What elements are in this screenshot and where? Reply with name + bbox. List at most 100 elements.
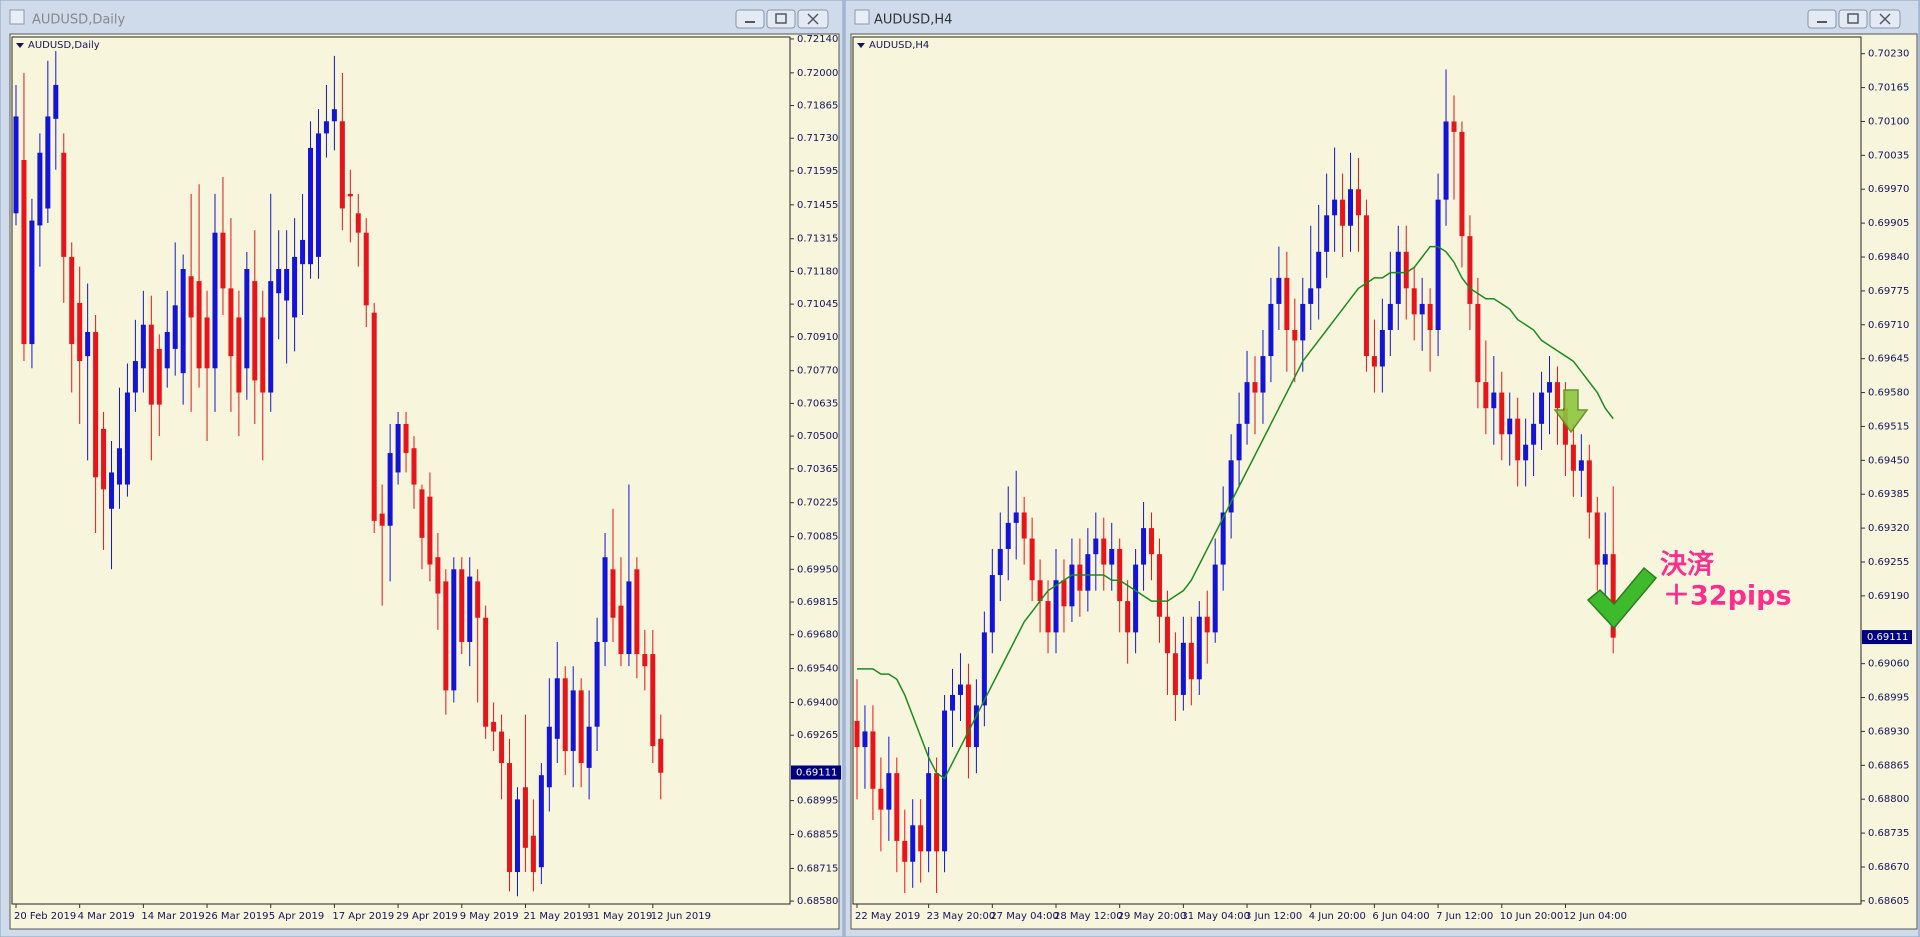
candle-body bbox=[538, 775, 544, 868]
candle-body bbox=[21, 160, 27, 345]
candle-body bbox=[284, 269, 290, 301]
candle-body bbox=[1547, 382, 1553, 393]
maximize-button[interactable] bbox=[1838, 9, 1868, 29]
candle-body bbox=[894, 773, 900, 841]
x-tick-label: 26 Mar 2019 bbox=[205, 911, 268, 922]
candle-body bbox=[236, 317, 242, 393]
y-tick-label: 0.69710 bbox=[1868, 320, 1909, 331]
candle-body bbox=[1069, 564, 1075, 607]
y-tick-label: 0.68855 bbox=[797, 829, 838, 840]
y-tick-label: 0.69775 bbox=[1868, 286, 1909, 297]
last-price-box bbox=[1862, 630, 1912, 645]
candle-body bbox=[522, 787, 528, 848]
candle-body bbox=[1578, 460, 1584, 471]
y-tick-label: 0.69950 bbox=[797, 564, 838, 575]
candle-body bbox=[1149, 528, 1155, 555]
y-tick-label: 0.68580 bbox=[797, 896, 838, 907]
candle-body bbox=[626, 581, 632, 655]
candle-body bbox=[586, 726, 592, 768]
candle-body bbox=[228, 288, 234, 357]
candle-body bbox=[878, 788, 884, 810]
y-tick-label: 0.68995 bbox=[797, 796, 838, 807]
y-tick-label: 0.68995 bbox=[1868, 693, 1909, 704]
minimize-button[interactable] bbox=[1807, 9, 1837, 29]
y-tick-label: 0.68930 bbox=[1868, 726, 1909, 737]
candle-body bbox=[419, 489, 425, 538]
candle-body bbox=[1141, 528, 1147, 565]
candle-body bbox=[650, 654, 656, 747]
candle-body bbox=[1013, 512, 1019, 523]
candle-body bbox=[1021, 512, 1027, 539]
candle-body bbox=[862, 731, 868, 748]
candle-body bbox=[308, 147, 314, 265]
candle-body bbox=[1117, 548, 1123, 602]
y-tick-label: 0.69680 bbox=[797, 630, 838, 641]
candle-body bbox=[1562, 408, 1568, 445]
candle-body bbox=[331, 109, 337, 122]
candle-body bbox=[1554, 382, 1560, 409]
candle-body bbox=[499, 731, 505, 764]
candle-body bbox=[546, 726, 552, 788]
candle-body bbox=[578, 690, 584, 764]
candle-body bbox=[1188, 642, 1194, 680]
y-tick-label: 0.68670 bbox=[1868, 862, 1909, 873]
last-price-box bbox=[791, 765, 841, 780]
candle-body bbox=[1292, 329, 1298, 341]
candle-body bbox=[387, 453, 393, 526]
y-tick-label: 0.68865 bbox=[1868, 760, 1909, 771]
candle-body bbox=[1212, 564, 1218, 633]
check-icon bbox=[1586, 566, 1658, 630]
candle-body bbox=[204, 317, 210, 369]
candle-body bbox=[1077, 564, 1083, 591]
x-tick-label: 29 Apr 2019 bbox=[396, 911, 458, 922]
maximize-button[interactable] bbox=[766, 9, 796, 29]
candle-body bbox=[180, 269, 186, 374]
x-tick-label: 7 Jun 12:00 bbox=[1436, 911, 1493, 922]
y-tick-label: 0.69255 bbox=[1868, 557, 1909, 568]
x-tick-label: 27 May 04:00 bbox=[990, 911, 1059, 922]
minimize-button[interactable] bbox=[735, 9, 765, 29]
candle-body bbox=[77, 302, 83, 362]
candle-body bbox=[339, 121, 345, 209]
candle-body bbox=[1109, 548, 1115, 565]
candle-body bbox=[1252, 382, 1258, 393]
candle-body bbox=[347, 193, 353, 197]
last-price-label: 0.69111 bbox=[1867, 632, 1908, 643]
candle-body bbox=[53, 84, 59, 119]
candle-body bbox=[1371, 356, 1377, 367]
candle-body bbox=[1348, 189, 1354, 226]
candle-body bbox=[1507, 418, 1513, 435]
moving-average-line bbox=[857, 245, 1614, 780]
candle-body bbox=[1220, 512, 1226, 565]
candle-body bbox=[1101, 538, 1107, 565]
candle-body bbox=[443, 581, 449, 691]
candle-body bbox=[1125, 601, 1131, 633]
candle-body bbox=[395, 424, 401, 473]
candle-body bbox=[1483, 382, 1489, 409]
candle-body bbox=[1340, 199, 1346, 226]
y-tick-label: 0.70910 bbox=[797, 332, 838, 343]
candle-body bbox=[1602, 554, 1608, 565]
candle-body bbox=[459, 569, 465, 642]
candle-body bbox=[1324, 215, 1330, 252]
candle-body bbox=[323, 121, 329, 134]
y-tick-label: 0.71315 bbox=[797, 234, 838, 245]
candle-body bbox=[371, 312, 377, 521]
candle-body bbox=[276, 269, 282, 294]
candle-body bbox=[1363, 215, 1369, 357]
candle-body bbox=[1053, 580, 1059, 633]
candle-body bbox=[45, 116, 51, 209]
candle-body bbox=[1355, 189, 1361, 216]
candle-body bbox=[610, 569, 616, 618]
candle-body bbox=[918, 825, 924, 852]
candle-body bbox=[1387, 303, 1393, 330]
y-tick-label: 0.69450 bbox=[1868, 455, 1909, 466]
y-tick-label: 0.70165 bbox=[1868, 83, 1909, 94]
candle-body bbox=[427, 496, 433, 565]
candle-body bbox=[965, 684, 971, 748]
candle-body bbox=[1443, 121, 1449, 200]
y-tick-label: 0.68605 bbox=[1868, 896, 1909, 907]
candle-body bbox=[252, 281, 258, 381]
